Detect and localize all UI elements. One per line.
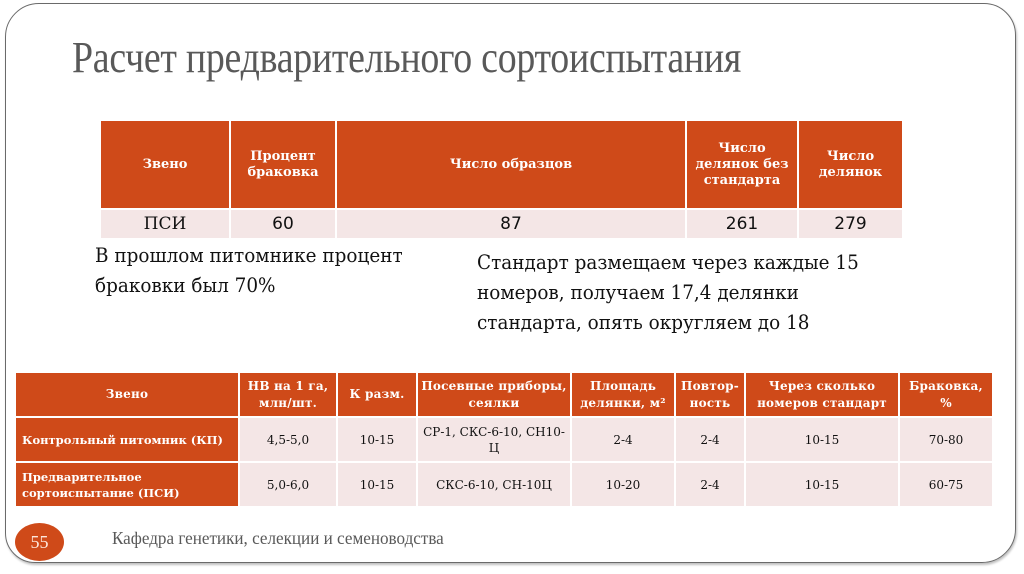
table-row: ПСИ 60 87 261 279: [101, 210, 902, 238]
cell-seeders: СКС-6-10, СН-10Ц: [418, 463, 570, 506]
footer-department: Кафедра генетики, селекции и семеноводст…: [112, 528, 444, 548]
slide-title: Расчет предварительного сортоиспытания: [72, 33, 742, 82]
header-standard-interval: Через сколько номеров стандарт: [746, 373, 898, 416]
header-cull-percent: Процент браковка: [231, 121, 335, 208]
header-multiplication-factor: К разм.: [338, 373, 416, 416]
page-number-badge: 55: [15, 523, 64, 561]
header-seeding-rate: НВ на 1 га, млн/шт.: [240, 373, 336, 416]
cell-culling: 70-80: [900, 418, 992, 461]
header-plots-without-standard: Число делянок без стандарта: [687, 121, 797, 208]
header-link: Звено: [16, 373, 238, 416]
header-replication: Повтор-ность: [676, 373, 744, 416]
calculation-table: Звено Процент браковка Число образцов Чи…: [99, 119, 904, 240]
cell-replication: 2-4: [676, 418, 744, 461]
cell-plot-area: 2-4: [572, 418, 674, 461]
note-previous-nursery: В прошлом питомнике процент браковки был…: [95, 243, 403, 297]
table-header-row: Звено Процент браковка Число образцов Чи…: [101, 121, 902, 208]
cell-culling: 60-75: [900, 463, 992, 506]
table-row: Контрольный питомник (КП) 4,5-5,0 10-15 …: [16, 418, 992, 461]
cell-standard-interval: 10-15: [746, 463, 898, 506]
cell-seeding-rate: 5,0-6,0: [240, 463, 336, 506]
cell-link: ПСИ: [101, 210, 229, 238]
cell-multiplication-factor: 10-15: [338, 418, 416, 461]
cell-seeding-rate: 4,5-5,0: [240, 418, 336, 461]
cell-plot-count: 279: [799, 210, 902, 238]
header-plot-area: Площадь делянки, м²: [572, 373, 674, 416]
table-header-row: Звено НВ на 1 га, млн/шт. К разм. Посевн…: [16, 373, 992, 416]
cell-replication: 2-4: [676, 463, 744, 506]
cell-plot-area: 10-20: [572, 463, 674, 506]
header-plot-count: Число делянок: [799, 121, 902, 208]
note-standard-placement: Стандарт размещаем через каждые 15 номер…: [477, 250, 859, 334]
header-link: Звено: [101, 121, 229, 208]
cell-seeders: СР-1, СКС-6-10, СН10-Ц: [418, 418, 570, 461]
slide-frame: [5, 3, 1016, 563]
header-sample-count: Число образцов: [337, 121, 685, 208]
cell-link: Предварительное сортоиспытание (ПСИ): [16, 463, 238, 506]
cell-link: Контрольный питомник (КП): [16, 418, 238, 461]
table-row: Предварительное сортоиспытание (ПСИ) 5,0…: [16, 463, 992, 506]
cell-plots-without-standard: 261: [687, 210, 797, 238]
header-seeders: Посевные приборы, сеялки: [418, 373, 570, 416]
cell-standard-interval: 10-15: [746, 418, 898, 461]
cell-multiplication-factor: 10-15: [338, 463, 416, 506]
cell-sample-count: 87: [337, 210, 685, 238]
nursery-parameters-table: Звено НВ на 1 га, млн/шт. К разм. Посевн…: [14, 371, 994, 508]
header-culling: Браковка, %: [900, 373, 992, 416]
cell-cull-percent: 60: [231, 210, 335, 238]
